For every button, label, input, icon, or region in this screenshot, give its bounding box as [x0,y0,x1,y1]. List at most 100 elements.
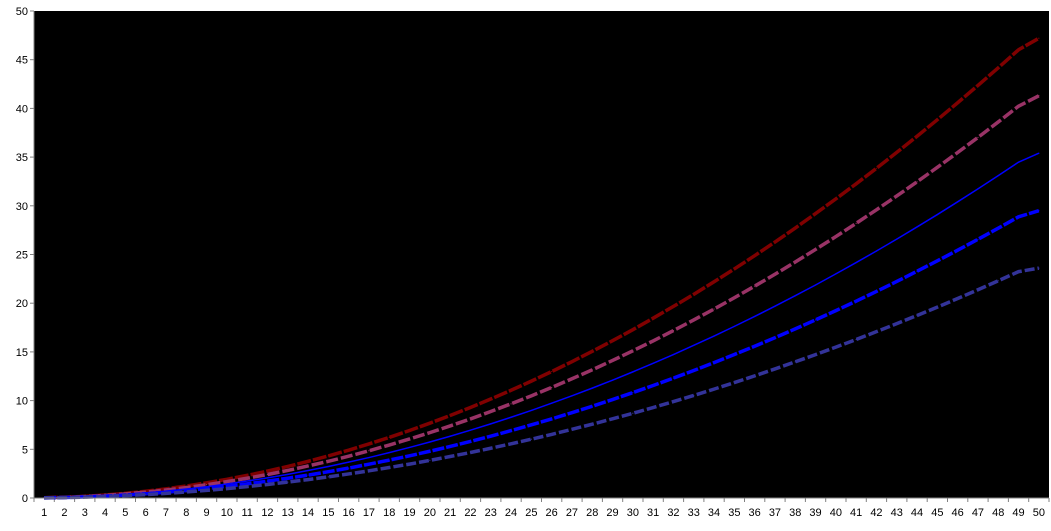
data-point [571,361,573,363]
data-point [632,412,634,414]
data-point [794,361,796,363]
x-tick-label: 9 [203,507,209,519]
x-tick-label: 5 [122,507,128,519]
y-tick-label: 15 [16,347,28,359]
x-tick-label: 2 [61,507,67,519]
data-point [997,280,999,282]
data-point [754,255,756,257]
data-point [226,488,228,490]
data-point [632,371,634,373]
x-tick-label: 49 [1012,507,1024,519]
data-point [205,484,208,486]
data-point [774,337,776,339]
data-point [611,340,614,342]
data-point [530,395,532,397]
data-point [469,451,472,454]
data-point [957,102,959,104]
data-point [246,480,248,482]
data-point [348,461,350,463]
data-point [733,353,735,356]
data-point [713,388,715,390]
data-point [490,398,492,400]
data-point [1017,216,1020,218]
x-tick-label: 4 [102,507,108,519]
data-point [774,273,776,275]
data-point [875,167,878,169]
x-tick-label: 11 [241,507,252,519]
data-point [875,209,878,211]
data-point [226,481,228,483]
x-tick-label: 3 [82,507,88,519]
x-tick-label: 31 [647,507,659,519]
data-point [794,261,796,263]
y-tick-label: 35 [16,152,28,164]
data-point [388,436,390,439]
x-tick-label: 8 [183,507,189,519]
x-tick-label: 10 [221,507,233,519]
data-point [348,455,350,457]
data-point [855,261,857,264]
data-point [185,486,187,489]
y-tick-label: 40 [16,103,28,115]
x-tick-label: 34 [708,507,720,519]
x-tick-label: 43 [891,507,903,519]
y-axis: 0 5 10 15 20 25 30 35 40 45 50 [16,6,34,505]
data-point [205,482,208,484]
data-point [287,465,289,468]
data-point [875,331,878,333]
data-point [165,489,167,491]
x-tick-label: 13 [282,507,294,519]
data-point [652,317,654,319]
data-point [388,466,390,469]
data-point [551,418,553,420]
data-point [957,249,959,251]
data-point [185,491,187,493]
data-point [490,410,492,413]
data-point [490,423,492,425]
data-point [713,362,715,364]
data-point [246,486,248,488]
data-point [1017,271,1020,273]
data-point [733,325,735,327]
data-point [652,384,654,387]
data-point [469,418,472,420]
x-tick-label: 44 [911,507,923,519]
data-point [754,285,756,287]
data-point [835,273,837,275]
data-point [896,195,898,197]
data-point [368,470,370,472]
y-tick-label: 45 [16,55,28,67]
data-point [551,370,553,373]
data-point [1017,105,1020,107]
data-point [997,175,999,177]
data-point [469,440,472,443]
data-point [672,353,675,356]
data-point [591,350,593,352]
data-point [672,400,675,403]
data-point [632,392,634,394]
data-point [957,297,959,300]
data-point [185,489,187,492]
x-axis: 1 2 3 4 5 6 7 8 9 10 11 12 13 14 15 16 17 18 19 20 21 22 23 24 2… [33,498,1050,519]
data-point [429,441,431,443]
data-point [977,84,979,87]
data-point [469,406,472,409]
data-point [449,435,451,437]
data-point [246,477,248,479]
data-point [814,212,817,215]
data-point [429,432,431,434]
data-point [936,260,938,262]
data-point [510,403,512,405]
data-point [510,429,512,432]
data-point [307,469,309,472]
data-point [368,450,370,452]
data-point [632,350,634,352]
data-point [408,446,411,449]
data-point [327,460,329,462]
data-point [287,473,289,475]
data-point [896,238,898,240]
data-point [936,166,938,168]
x-tick-label: 32 [667,507,679,519]
data-point [835,198,837,200]
